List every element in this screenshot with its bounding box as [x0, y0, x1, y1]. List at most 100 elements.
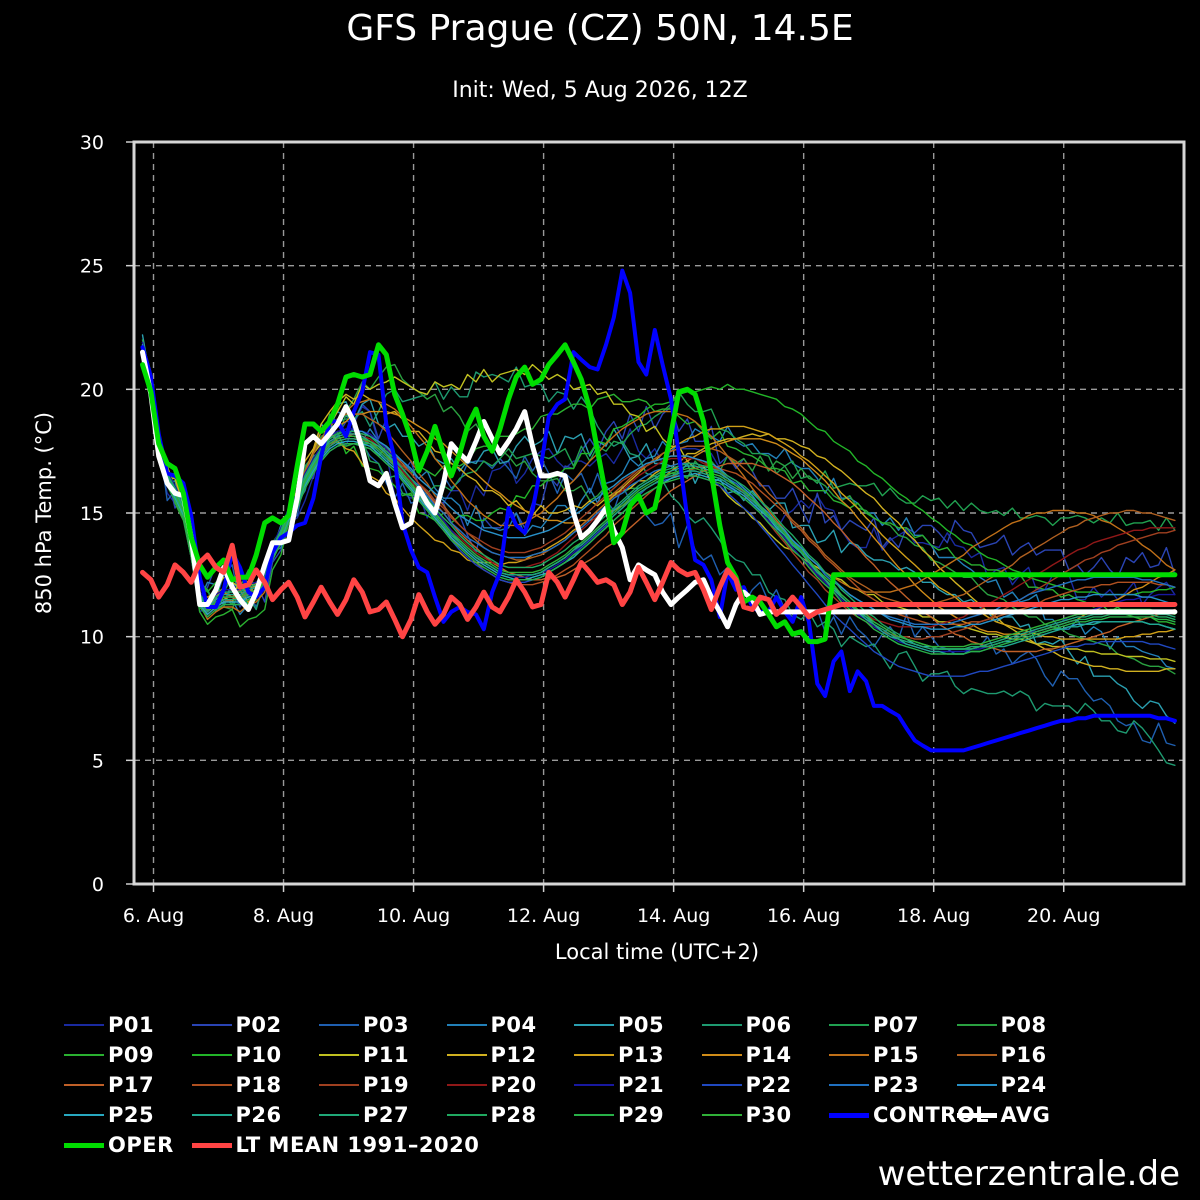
legend-item: P16 — [956, 1040, 1047, 1070]
legend-item: P26 — [191, 1100, 282, 1130]
chart-subtitle: Init: Wed, 5 Aug 2026, 12Z — [452, 78, 748, 103]
y-tick-label: 15 — [80, 503, 104, 525]
main-lines — [140, 268, 1178, 753]
series-line-oper — [140, 342, 1178, 645]
legend-swatch — [64, 1142, 104, 1148]
series-line-p04 — [141, 351, 1176, 670]
x-tick-label: 8. Aug — [253, 905, 314, 927]
legend-swatch — [574, 1114, 614, 1116]
legend-swatch — [701, 1084, 742, 1086]
legend-label: P29 — [618, 1103, 665, 1127]
series-line-p12 — [141, 354, 1176, 672]
legend-label: P06 — [745, 1013, 792, 1037]
legend-swatch — [446, 1114, 487, 1116]
legend-swatch — [701, 1114, 742, 1116]
series-line-control — [140, 268, 1177, 753]
legend-item: OPER — [64, 1130, 174, 1160]
legend-label: P17 — [108, 1073, 155, 1097]
legend-item: P21 — [574, 1070, 664, 1100]
legend-label: P18 — [235, 1073, 282, 1097]
series-line-avg — [140, 349, 1178, 630]
legend-label: P09 — [108, 1043, 155, 1067]
legend-label: P27 — [363, 1103, 410, 1127]
legend-swatch — [701, 1024, 742, 1026]
legend-swatch — [64, 1114, 104, 1116]
legend-label: P24 — [1000, 1073, 1047, 1097]
legend-item: P12 — [446, 1040, 537, 1070]
legend-label: P19 — [363, 1073, 410, 1097]
legend-label: P28 — [490, 1103, 537, 1127]
legend-item: P22 — [701, 1070, 792, 1100]
legend-swatch — [574, 1084, 614, 1086]
legend-item: AVG — [956, 1100, 1051, 1130]
legend-label: P25 — [108, 1103, 155, 1127]
legend-item: P09 — [64, 1040, 154, 1070]
legend-swatch — [956, 1024, 997, 1026]
legend-swatch — [319, 1084, 359, 1086]
x-tick-label: 20. Aug — [1027, 905, 1100, 927]
x-tick-label: 14. Aug — [637, 905, 710, 927]
x-tick-label: 16. Aug — [767, 905, 840, 927]
legend-swatch — [191, 1114, 232, 1116]
legend-label: P11 — [363, 1043, 410, 1067]
legend-swatch — [319, 1024, 359, 1026]
series-line-p16 — [141, 346, 1176, 606]
legend-label: P05 — [618, 1013, 665, 1037]
legend-item: P14 — [701, 1040, 792, 1070]
legend-swatch — [191, 1024, 232, 1026]
legend-swatch — [829, 1084, 869, 1086]
legend-item: P19 — [319, 1070, 409, 1100]
legend-item: P29 — [574, 1100, 664, 1130]
legend-label: P20 — [490, 1073, 537, 1097]
series-line-p28 — [141, 346, 1176, 650]
legend-swatch — [829, 1024, 869, 1026]
legend-item: P15 — [829, 1040, 919, 1070]
legend-swatch — [701, 1054, 742, 1056]
y-tick-label: 5 — [92, 750, 104, 772]
legend-item: P18 — [191, 1070, 282, 1100]
legend-swatch — [829, 1054, 869, 1056]
legend-item: P03 — [319, 1010, 409, 1040]
x-tick-label: 10. Aug — [377, 905, 450, 927]
legend-label: P26 — [235, 1103, 282, 1127]
legend-swatch — [64, 1054, 104, 1056]
plot-frame — [132, 140, 1186, 886]
legend-swatch — [191, 1084, 232, 1086]
legend-swatch — [446, 1024, 487, 1026]
legend-item: P08 — [956, 1010, 1047, 1040]
legend-label: P10 — [235, 1043, 282, 1067]
legend-item: P17 — [64, 1070, 154, 1100]
legend-item: P27 — [319, 1100, 409, 1130]
legend-item: P24 — [956, 1070, 1047, 1100]
legend-label: P01 — [108, 1013, 155, 1037]
legend-swatch — [64, 1084, 104, 1086]
legend-item: P07 — [829, 1010, 919, 1040]
series-line-p06 — [141, 344, 1176, 766]
legend-label: LT MEAN 1991–2020 — [235, 1133, 480, 1157]
legend-item: P05 — [574, 1010, 664, 1040]
legend-label: P21 — [618, 1073, 665, 1097]
x-tick-label: 6. Aug — [123, 905, 184, 927]
legend-swatch — [956, 1084, 997, 1086]
legend-label: P04 — [490, 1013, 537, 1037]
ensemble-lines — [141, 334, 1176, 766]
legend-label: P13 — [618, 1043, 665, 1067]
series-line-p13 — [141, 349, 1176, 640]
legend-label: P14 — [745, 1043, 792, 1067]
legend-item: P23 — [829, 1070, 919, 1100]
legend-label: P02 — [235, 1013, 282, 1037]
legend-item: P01 — [64, 1010, 154, 1040]
legend-item: LT MEAN 1991–2020 — [191, 1130, 480, 1160]
series-line-p30 — [141, 351, 1176, 648]
legend-label: P07 — [873, 1013, 920, 1037]
legend-swatch — [574, 1024, 614, 1026]
legend-swatch — [574, 1054, 614, 1056]
legend-label: P15 — [873, 1043, 920, 1067]
legend-label: AVG — [1000, 1103, 1051, 1127]
y-tick-label: 20 — [80, 379, 104, 401]
legend-swatch — [446, 1054, 487, 1056]
legend-swatch — [319, 1114, 359, 1116]
x-axis-label: Local time (UTC+2) — [554, 940, 760, 964]
y-tick-label: 25 — [80, 256, 104, 278]
plot-area: 0 5 10 15 20 25 30 6. Aug 8. Aug 10. Aug 12. Aug 14… — [80, 132, 1186, 927]
